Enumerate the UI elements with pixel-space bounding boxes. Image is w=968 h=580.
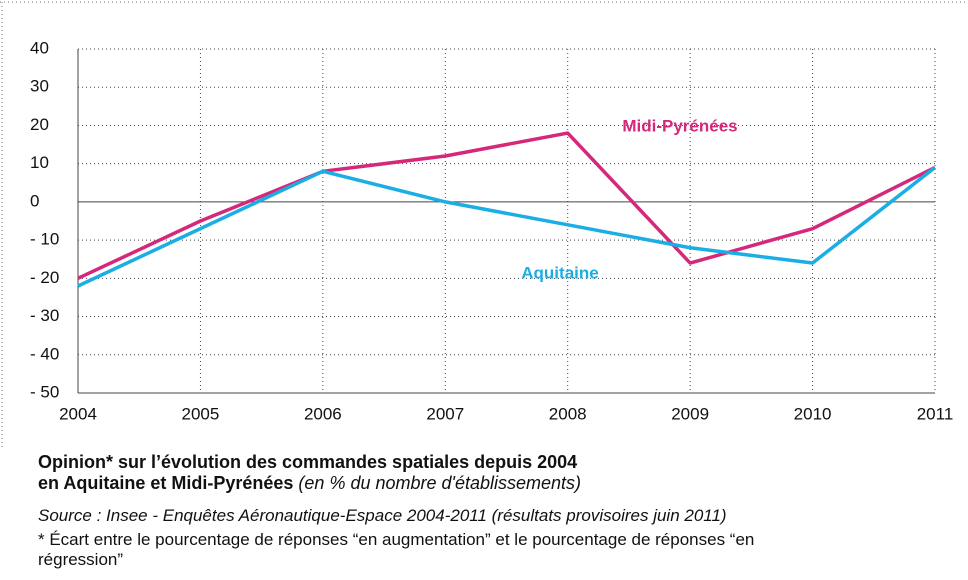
subtitle: (en % du nombre d'établissements) [298, 473, 581, 493]
series-line [77, 131, 936, 280]
x-tick-label: 2007 [426, 404, 464, 423]
y-tick-label: - 10 [30, 230, 59, 249]
y-tick-label: - 50 [30, 382, 59, 401]
x-tick-label: 2010 [794, 404, 832, 423]
y-tick-label: - 30 [30, 306, 59, 325]
y-tick-label: 0 [30, 191, 39, 210]
y-tick-label: 30 [30, 77, 49, 96]
series-label: Aquitaine [521, 263, 598, 282]
source: Source : Insee - Enquêtes Aéronautique-E… [38, 506, 727, 525]
y-tick-label: 20 [30, 115, 49, 134]
title-line: Opinion* sur l’évolution des commandes s… [38, 452, 578, 472]
series-label: Midi-Pyrénées [622, 116, 737, 135]
notes: Opinion* sur l’évolution des commandes s… [38, 452, 938, 570]
y-tick-label: - 20 [30, 268, 59, 287]
footnote: * Écart entre le pourcentage de réponses… [38, 530, 755, 569]
chart-title: Opinion* sur l’évolution des commandes s… [38, 452, 938, 494]
title-line: en Aquitaine et Midi-Pyrénées [38, 473, 294, 493]
x-tick-label: 2009 [671, 404, 709, 423]
x-tick-label: 2004 [59, 404, 97, 423]
x-tick-label: 2005 [182, 404, 220, 423]
y-tick-label: 40 [30, 38, 49, 57]
y-tick-label: 10 [30, 153, 49, 172]
y-tick-label: - 40 [30, 344, 59, 363]
x-tick-label: 2006 [304, 404, 342, 423]
x-tick-label: 2011 [917, 404, 954, 423]
x-tick-label: 2008 [549, 404, 587, 423]
series-line [77, 166, 937, 288]
